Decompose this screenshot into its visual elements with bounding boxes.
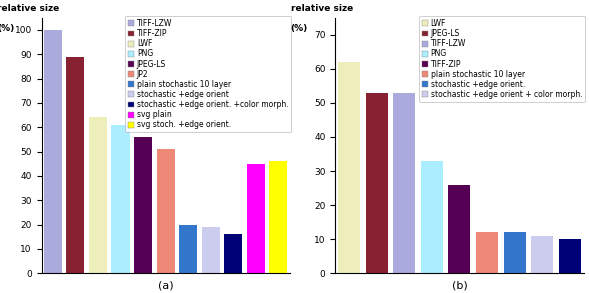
Bar bbox=[366, 93, 388, 273]
Legend: LWF, JPEG-LS, TIFF-LZW, PNG, TIFF-ZIP, plain stochastic 10 layer, stochastic +ed: LWF, JPEG-LS, TIFF-LZW, PNG, TIFF-ZIP, p… bbox=[419, 16, 585, 102]
Bar bbox=[111, 125, 130, 273]
Text: (b): (b) bbox=[452, 281, 467, 291]
Text: (a): (a) bbox=[158, 281, 173, 291]
Text: (%): (%) bbox=[0, 24, 14, 33]
Bar bbox=[504, 232, 525, 273]
Bar bbox=[201, 227, 220, 273]
Legend: TIFF-LZW, TIFF-ZIP, LWF, PNG, JPEG-LS, JP2, plain stochastic 10 layer, stochasti: TIFF-LZW, TIFF-ZIP, LWF, PNG, JPEG-LS, J… bbox=[125, 16, 292, 132]
Bar bbox=[179, 225, 197, 273]
Bar bbox=[67, 57, 84, 273]
Bar bbox=[89, 117, 107, 273]
Bar bbox=[247, 164, 265, 273]
Bar bbox=[393, 93, 415, 273]
Bar bbox=[531, 236, 553, 273]
Text: relative size: relative size bbox=[0, 4, 59, 13]
Bar bbox=[44, 30, 62, 273]
Bar bbox=[421, 161, 443, 273]
Bar bbox=[559, 239, 581, 273]
Bar bbox=[134, 137, 152, 273]
Bar bbox=[476, 232, 498, 273]
Bar bbox=[448, 185, 471, 273]
Bar bbox=[338, 62, 360, 273]
Text: relative size: relative size bbox=[290, 4, 353, 13]
Text: (%): (%) bbox=[290, 24, 308, 33]
Bar bbox=[269, 161, 287, 273]
Bar bbox=[157, 149, 175, 273]
Bar bbox=[224, 234, 242, 273]
